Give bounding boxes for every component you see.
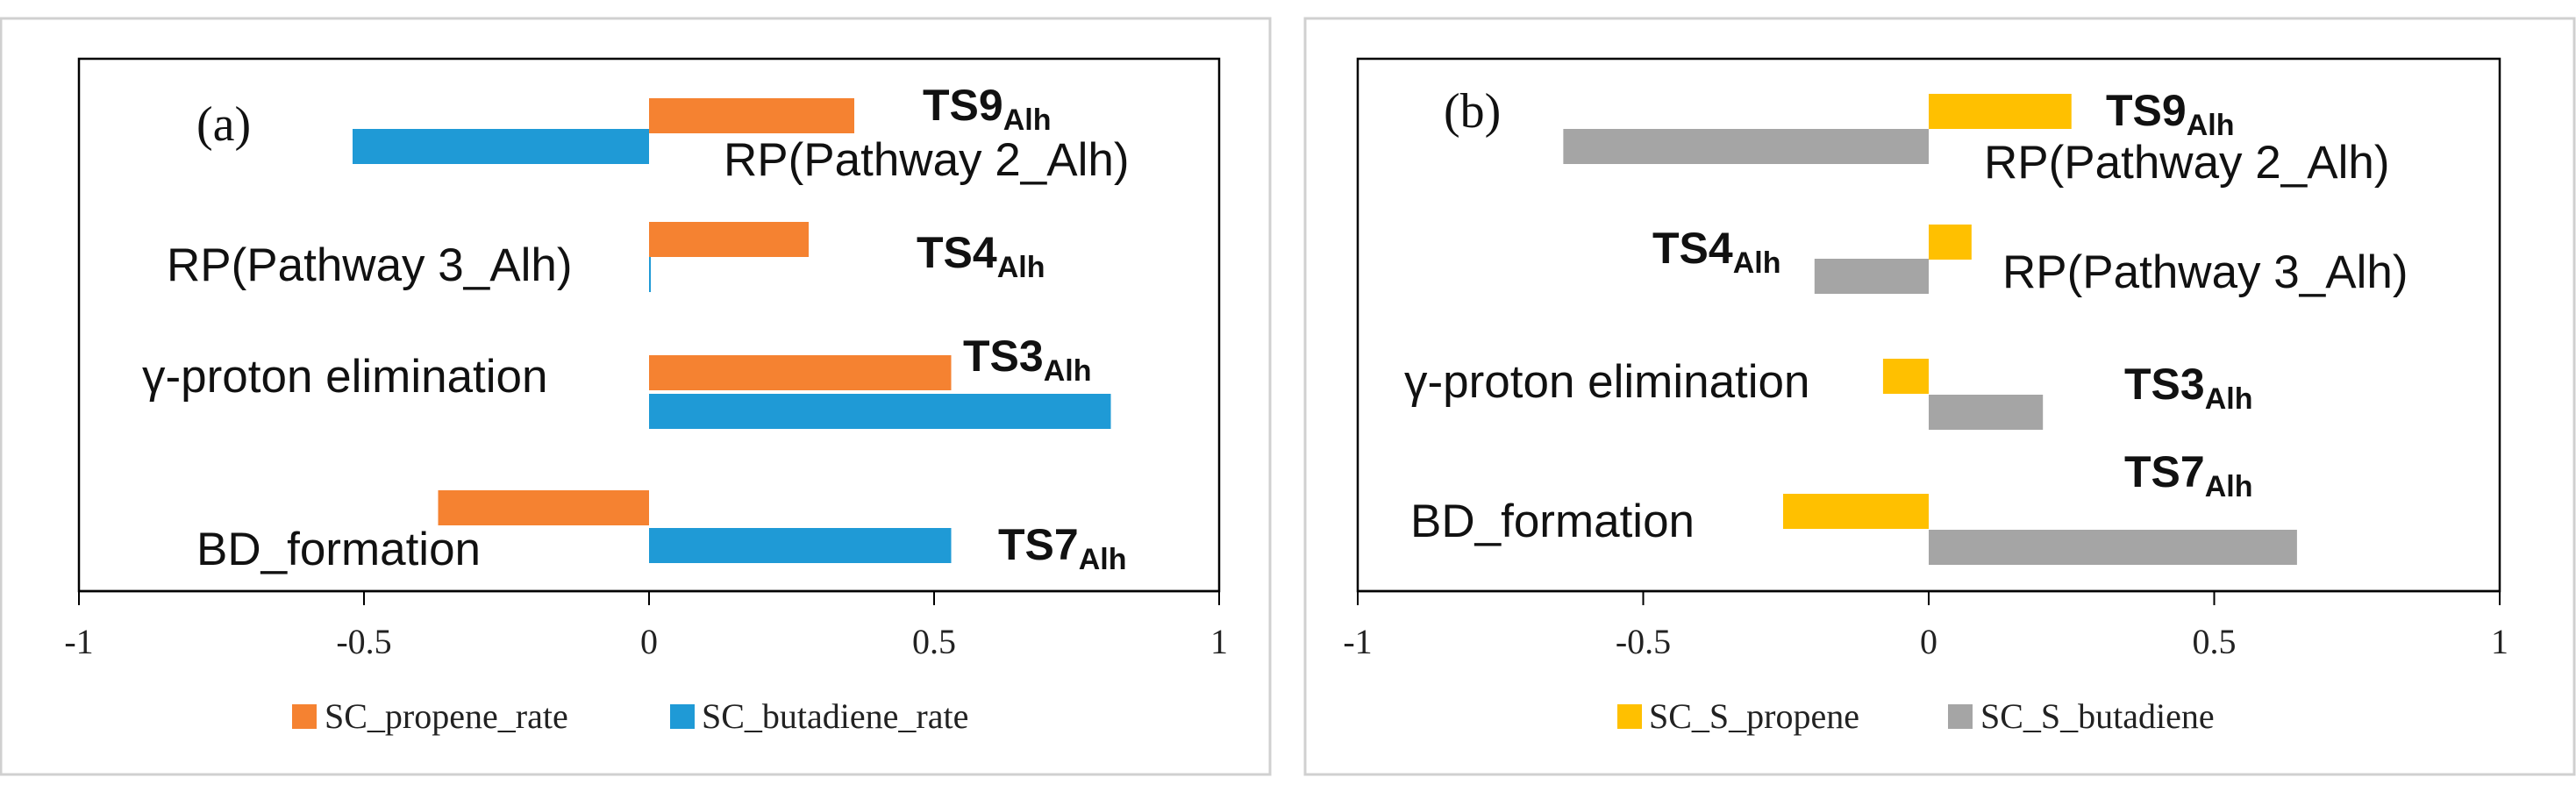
panel-b-legend: SC_S_propene SC_S_butadiene — [1617, 696, 2215, 736]
panel-b-axis: -1 -0.5 0 0.5 1 — [1343, 589, 2508, 661]
bar-sc-s-butadiene-3 — [1929, 395, 2044, 430]
legend-label: SC_S_butadiene — [1980, 696, 2215, 736]
ts-label: TS9Alh — [2106, 86, 2234, 142]
x-tick-label: -1 — [1343, 622, 1372, 661]
panel-a-legend: SC_propene_rate SC_butadiene_rate — [292, 696, 968, 736]
bar-sc-butadiene-rate-4 — [649, 528, 952, 563]
bar-sc-s-butadiene-2 — [1814, 259, 1929, 294]
ts-label: TS3Alh — [2124, 360, 2252, 416]
legend-swatch-propene-rate — [292, 704, 317, 729]
x-tick-label: 1 — [2491, 622, 2508, 661]
category-label: γ-proton elimination — [1404, 356, 1810, 408]
panel-a-axis: -1 -0.5 0 0.5 1 — [64, 589, 1228, 661]
x-tick-label: 0 — [640, 622, 658, 661]
panel-a: (a) RP(Pathway 2_Alh) RP(Pathway 3_Alh) … — [64, 81, 1228, 736]
bar-sc-butadiene-rate-2 — [649, 257, 651, 292]
legend-label: SC_propene_rate — [325, 696, 568, 736]
panel-b-ts-labels: TS9Alh TS4Alh TS3Alh TS7Alh — [1652, 86, 2252, 503]
x-tick-label: 0.5 — [912, 622, 956, 661]
bar-sc-propene-rate-4 — [438, 490, 649, 525]
ts-label: TS7Alh — [998, 520, 1126, 576]
ts-label: TS9Alh — [923, 81, 1051, 137]
panel-a-category-labels: RP(Pathway 2_Alh) RP(Pathway 3_Alh) γ-pr… — [142, 134, 1129, 575]
panel-a-label: (a) — [196, 97, 251, 152]
bar-sc-s-propene-3 — [1882, 359, 1929, 394]
ts-label: TS4Alh — [1652, 224, 1780, 280]
category-label: RP(Pathway 2_Alh) — [1984, 137, 2389, 189]
ts-label: TS7Alh — [2124, 447, 2252, 503]
legend-swatch-s-propene — [1617, 704, 1642, 729]
bar-sc-butadiene-rate-1 — [353, 129, 649, 164]
x-tick-label: 1 — [1210, 622, 1228, 661]
panel-a-ts-labels: TS9Alh TS4Alh TS3Alh TS7Alh — [917, 81, 1126, 576]
bar-sc-s-propene-2 — [1929, 225, 1972, 260]
legend-swatch-s-butadiene — [1948, 704, 1973, 729]
x-tick-label: -1 — [64, 622, 93, 661]
legend-label: SC_S_propene — [1649, 696, 1859, 736]
bar-sc-propene-rate-1 — [649, 98, 854, 133]
bar-sc-butadiene-rate-3 — [649, 394, 1111, 429]
bar-sc-s-butadiene-4 — [1929, 530, 2297, 565]
x-tick-label: -0.5 — [336, 622, 391, 661]
bar-sc-propene-rate-2 — [649, 222, 809, 257]
category-label: BD_formation — [196, 524, 481, 575]
category-label: RP(Pathway 3_Alh) — [167, 239, 572, 291]
panel-b: (b) RP(Pathway 2_Alh) RP(Pathway 3_Alh) … — [1343, 84, 2508, 736]
category-label: BD_formation — [1410, 496, 1695, 547]
panel-b-category-labels: RP(Pathway 2_Alh) RP(Pathway 3_Alh) γ-pr… — [1404, 137, 2408, 547]
bar-sc-propene-rate-3 — [649, 355, 952, 390]
legend-swatch-butadiene-rate — [670, 704, 695, 729]
bar-sc-s-propene-1 — [1929, 94, 2072, 129]
panel-b-label: (b) — [1444, 84, 1501, 139]
x-tick-label: 0.5 — [2193, 622, 2237, 661]
bar-sc-s-butadiene-1 — [1563, 129, 1929, 164]
ts-label: TS4Alh — [917, 228, 1045, 284]
ts-label: TS3Alh — [963, 332, 1091, 388]
bar-sc-s-propene-4 — [1782, 494, 1929, 529]
category-label: RP(Pathway 3_Alh) — [2002, 246, 2408, 298]
category-label: γ-proton elimination — [142, 351, 548, 403]
legend-label: SC_butadiene_rate — [702, 696, 968, 736]
x-tick-label: -0.5 — [1616, 622, 1671, 661]
x-tick-label: 0 — [1920, 622, 1937, 661]
category-label: RP(Pathway 2_Alh) — [724, 134, 1129, 186]
